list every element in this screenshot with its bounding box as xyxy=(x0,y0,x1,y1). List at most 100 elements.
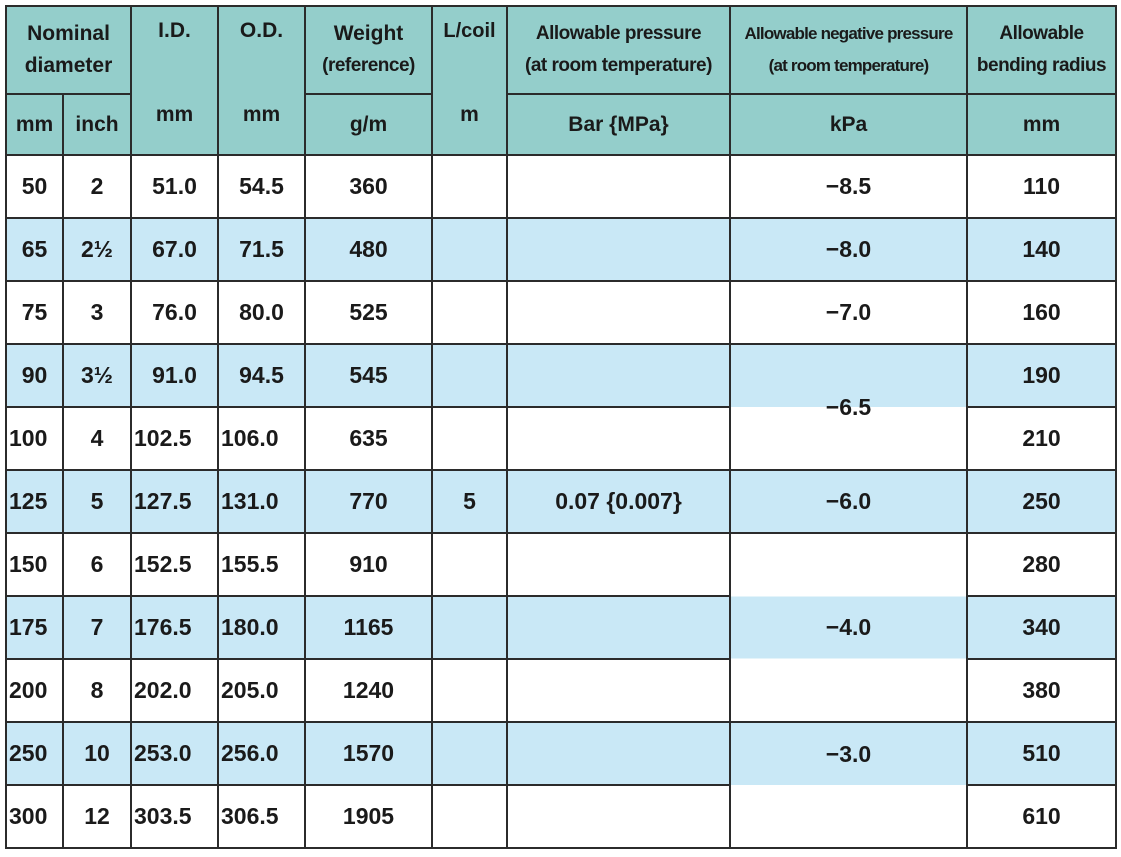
header-l-coil-label: L/coil xyxy=(443,20,496,42)
header-allowable-pressure-line2: (at room temperature) xyxy=(525,55,712,76)
header-allowable-bending-radius: Allowable bending radius xyxy=(966,5,1117,95)
cell-weight: 1165 xyxy=(304,595,433,660)
cell-weight: 1240 xyxy=(304,658,433,723)
cell-nominal-inch: 5 xyxy=(62,469,132,534)
header-allowable-pressure-line1: Allowable pressure xyxy=(535,23,702,44)
cell-id: 303.5 xyxy=(130,784,219,849)
header-row: Nominal diameter I.D. mm O.D. mm Weight … xyxy=(5,5,1117,156)
table-row: 90 3½ 91.0 94.5 545 −6.5 190 xyxy=(5,343,1117,471)
cell-nominal-inch: 3½ xyxy=(62,343,132,408)
cell-bending-radius: 380 xyxy=(966,658,1117,723)
cell-od: 94.5 xyxy=(217,343,306,408)
unit-weight: g/m xyxy=(304,93,433,156)
cell-id: 127.5 xyxy=(130,469,219,534)
cell-negative-pressure: −4.0 xyxy=(729,532,968,723)
cell-pressure-empty xyxy=(506,217,731,282)
header-od-label: O.D. xyxy=(239,19,284,42)
cell-pressure-empty xyxy=(506,343,731,408)
header-allowable-bending-radius-line2: bending radius xyxy=(976,55,1107,76)
header-id: I.D. mm xyxy=(130,5,219,156)
cell-negative-pressure: −8.0 xyxy=(729,217,968,282)
unit-od: mm xyxy=(242,103,281,126)
cell-bending-radius: 160 xyxy=(966,280,1117,345)
cell-od: 155.5 xyxy=(217,532,306,597)
cell-negative-pressure: −3.0 xyxy=(729,721,968,849)
cell-nominal-mm: 50 xyxy=(5,154,64,219)
cell-negative-pressure: −7.0 xyxy=(729,280,968,345)
cell-nominal-mm: 150 xyxy=(5,532,64,597)
cell-nominal-inch: 2½ xyxy=(62,217,132,282)
table-row: 75 3 76.0 80.0 525 −7.0 160 xyxy=(5,280,1117,345)
header-nominal-diameter-line1: Nominal xyxy=(27,22,110,45)
cell-weight: 360 xyxy=(304,154,433,219)
cell-nominal-mm: 100 xyxy=(5,406,64,471)
cell-nominal-mm: 90 xyxy=(5,343,64,408)
cell-l-coil-empty xyxy=(431,154,508,219)
unit-pressure: Bar {MPa} xyxy=(506,93,731,156)
table-row: 250 10 253.0 256.0 1570 −3.0 510 xyxy=(5,721,1117,849)
header-weight-line1: Weight xyxy=(333,22,404,45)
cell-negative-pressure: −6.5 xyxy=(729,343,968,471)
cell-bending-radius: 610 xyxy=(966,784,1117,849)
cell-l-coil-empty xyxy=(431,406,508,471)
cell-nominal-mm: 250 xyxy=(5,721,64,786)
cell-l-coil-empty xyxy=(431,280,508,345)
cell-l-coil-empty xyxy=(431,343,508,408)
cell-od: 180.0 xyxy=(217,595,306,660)
cell-nominal-mm: 125 xyxy=(5,469,64,534)
cell-pressure-empty xyxy=(506,784,731,849)
header-od: O.D. mm xyxy=(217,5,306,156)
cell-od: 71.5 xyxy=(217,217,306,282)
unit-id: mm xyxy=(155,103,194,126)
table-row: 200 8 202.0 205.0 1240 380 xyxy=(5,658,1117,723)
cell-id: 91.0 xyxy=(130,343,219,408)
cell-nominal-mm: 175 xyxy=(5,595,64,660)
header-l-coil: L/coil m xyxy=(431,5,508,156)
unit-row: mm inch g/m Bar {MPa} kPa mm xyxy=(5,93,1117,156)
unit-nominal-mm: mm xyxy=(5,93,64,156)
cell-weight: 545 xyxy=(304,343,433,408)
cell-pressure-empty xyxy=(506,721,731,786)
header-allowable-negative-pressure: Allowable negative pressure (at room tem… xyxy=(729,5,968,95)
cell-nominal-inch: 12 xyxy=(62,784,132,849)
cell-bending-radius: 280 xyxy=(966,532,1117,597)
cell-od: 131.0 xyxy=(217,469,306,534)
header-nominal-diameter-line2: diameter xyxy=(24,54,113,77)
cell-bending-radius: 210 xyxy=(966,406,1117,471)
cell-l-coil-empty xyxy=(431,721,508,786)
cell-od: 80.0 xyxy=(217,280,306,345)
cell-pressure: 0.07 {0.007} xyxy=(506,469,731,534)
cell-od: 54.5 xyxy=(217,154,306,219)
cell-bending-radius: 190 xyxy=(966,343,1117,408)
cell-pressure-empty xyxy=(506,280,731,345)
cell-od: 256.0 xyxy=(217,721,306,786)
header-weight-line2: (reference) xyxy=(322,55,415,76)
cell-id: 253.0 xyxy=(130,721,219,786)
cell-l-coil-empty xyxy=(431,595,508,660)
cell-l-coil: 5 xyxy=(431,469,508,534)
cell-pressure-empty xyxy=(506,595,731,660)
cell-bending-radius: 340 xyxy=(966,595,1117,660)
header-allowable-negative-pressure-line2: (at room temperature) xyxy=(768,56,930,75)
cell-weight: 480 xyxy=(304,217,433,282)
cell-l-coil-empty xyxy=(431,784,508,849)
table-row: 100 4 102.5 106.0 635 210 xyxy=(5,406,1117,471)
cell-pressure-empty xyxy=(506,532,731,597)
table-row: 300 12 303.5 306.5 1905 610 xyxy=(5,784,1117,849)
cell-l-coil-empty xyxy=(431,658,508,723)
cell-nominal-inch: 2 xyxy=(62,154,132,219)
unit-nominal-inch: inch xyxy=(62,93,132,156)
header-id-label: I.D. xyxy=(158,19,191,42)
table-row: 65 2½ 67.0 71.5 480 −8.0 140 xyxy=(5,217,1117,282)
table-row: 175 7 176.5 180.0 1165 340 xyxy=(5,595,1117,660)
cell-id: 176.5 xyxy=(130,595,219,660)
header-allowable-bending-radius-line1: Allowable xyxy=(999,23,1084,44)
cell-negative-pressure: −8.5 xyxy=(729,154,968,219)
cell-id: 202.0 xyxy=(130,658,219,723)
table-row: 150 6 152.5 155.5 910 −4.0 280 xyxy=(5,532,1117,723)
cell-od: 306.5 xyxy=(217,784,306,849)
cell-nominal-inch: 8 xyxy=(62,658,132,723)
cell-bending-radius: 510 xyxy=(966,721,1117,786)
cell-negative-pressure: −6.0 xyxy=(729,469,968,534)
cell-nominal-inch: 6 xyxy=(62,532,132,597)
